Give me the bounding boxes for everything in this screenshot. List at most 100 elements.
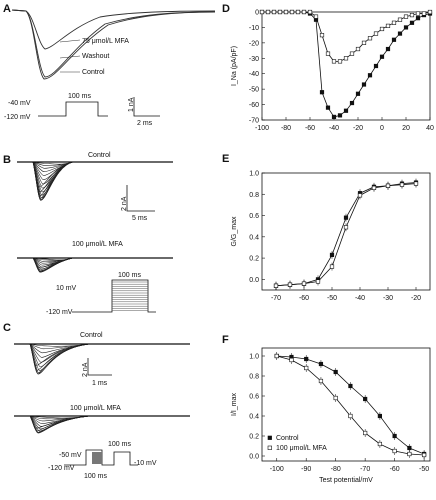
current-trace: [14, 343, 91, 354]
data-point: [331, 59, 337, 64]
x-tick-label: -20: [353, 125, 363, 132]
y-tick-label: 0.6: [249, 213, 259, 220]
y-tick-label: 0.8: [249, 374, 259, 381]
data-point: [367, 73, 373, 78]
panel-b-control-title: Control: [88, 152, 111, 159]
current-trace: [14, 343, 91, 358]
current-trace: [14, 415, 91, 422]
series-line: [262, 11, 431, 62]
data-point: [329, 264, 335, 269]
series-line: [275, 183, 417, 287]
current-trace: [14, 415, 91, 433]
data-point: [301, 9, 307, 15]
plot-frame: [261, 11, 431, 121]
x-tick-label: -60: [305, 125, 315, 132]
current-trace: [17, 161, 74, 197]
panel-c-drug-title: 100 μmol/L MFA: [70, 405, 121, 412]
data-point: [413, 181, 419, 186]
data-point: [361, 40, 367, 45]
data-point: [391, 37, 397, 42]
x-tick-label: -70: [360, 466, 370, 473]
data-point: [313, 14, 319, 19]
plot-frame: [261, 347, 431, 462]
current-trace: [14, 343, 91, 375]
data-point: [329, 252, 335, 258]
panel-label-e: E: [222, 153, 229, 165]
x-tick-label: -60: [390, 466, 400, 473]
data-point: [367, 36, 373, 41]
data-point: [427, 9, 433, 15]
panel-b-protocol: [72, 279, 156, 313]
data-point: [385, 23, 391, 28]
chart-f-inactivation: -100 -90 -80 -70 -60 -50 0.0 0.2 0.4 0.6 0.8 1.0 I/I…: [231, 347, 431, 484]
y-axis-label: I_Na (pA/pF): [231, 46, 238, 86]
protocol-c-test: -10 mV: [134, 460, 157, 467]
x-tick-label: -80: [331, 466, 341, 473]
data-point: [392, 433, 397, 439]
data-point: [399, 182, 405, 187]
x-tick-label: 20: [402, 125, 410, 132]
y-tick-label: -50: [249, 87, 259, 94]
protocol-c-d1: 100 ms: [108, 441, 131, 448]
panel-c-control-title: Control: [80, 332, 103, 339]
y-tick-label: 0.2: [249, 256, 259, 263]
data-point: [325, 51, 331, 56]
data-point: [325, 105, 331, 110]
data-point: [289, 9, 295, 15]
data-point: [265, 9, 271, 15]
y-tick-label: 0.0: [249, 454, 259, 461]
data-point: [415, 11, 421, 16]
y-tick-label: 1.0: [249, 354, 259, 361]
current-trace: [17, 161, 74, 169]
data-point: [355, 91, 361, 96]
series-line: [275, 182, 417, 287]
x-tick-label: -70: [271, 295, 281, 302]
data-point: [422, 452, 427, 458]
legend-label: Control: [276, 435, 299, 442]
y-tick-label: -70: [249, 118, 259, 125]
x-tick-label: -80: [281, 125, 291, 132]
data-point: [348, 383, 353, 389]
data-point: [318, 361, 324, 367]
panel-b-control-traces: [17, 161, 173, 201]
data-point: [348, 413, 353, 419]
trace-label-control: Control: [82, 69, 105, 76]
x-tick-label: -60: [299, 295, 309, 302]
scale-bar-a: [133, 97, 160, 117]
protocol-a-hold: -120 mV: [4, 114, 31, 121]
scale-bar-b: [126, 185, 155, 212]
data-point: [385, 46, 391, 52]
data-point: [363, 430, 368, 436]
data-point: [377, 413, 382, 419]
scale-b-x: 5 ms: [132, 215, 148, 222]
protocol-c-pre: -50 mV: [59, 452, 82, 459]
chart-e-activation: -70 -60 -50 -40 -30 -20 0.0 0.2 0.4 0.6 0.8 1.0 G/G_…: [231, 171, 431, 302]
x-tick-label: -40: [355, 295, 365, 302]
data-point: [287, 282, 293, 287]
y-axis-label: I/I_max: [231, 393, 238, 416]
legend-marker: [267, 435, 272, 440]
data-point: [315, 279, 321, 284]
data-point: [318, 378, 324, 384]
y-tick-label: 0: [255, 10, 259, 17]
data-point: [373, 31, 379, 36]
data-point: [349, 100, 355, 106]
data-point: [333, 369, 338, 375]
panel-b-drug-traces: [17, 257, 173, 273]
series-line: [276, 355, 425, 455]
data-point: [289, 357, 294, 363]
scale-bar-c: [87, 358, 112, 376]
current-trace: [14, 415, 91, 424]
current-trace: [14, 343, 91, 371]
protocol-b-hold: -120 mV: [46, 309, 73, 316]
data-point: [407, 445, 412, 451]
panel-b-drug-title: 100 μmol/L MFA: [72, 241, 123, 248]
y-tick-label: -20: [249, 40, 259, 47]
data-point: [379, 26, 385, 32]
legend-label: 100 μmol/L MFA: [276, 445, 327, 452]
scale-c-y: 2 nA: [82, 362, 89, 377]
data-point: [361, 82, 367, 87]
data-point: [319, 90, 325, 95]
x-tick-label: -20: [411, 295, 421, 302]
